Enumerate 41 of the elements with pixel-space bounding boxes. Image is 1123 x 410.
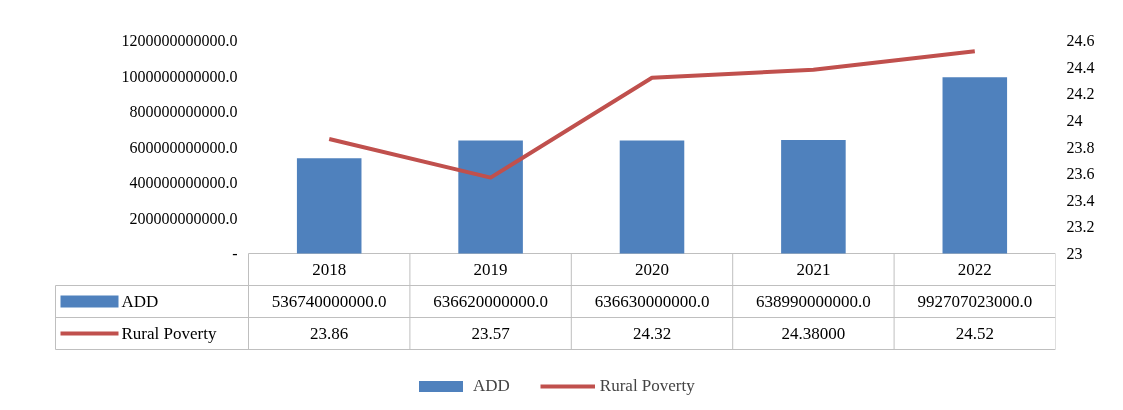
x-tick-label: 2021 <box>796 260 831 279</box>
data-label: 638990000000.0 <box>756 292 871 311</box>
data-label: 23.86 <box>310 324 349 343</box>
data-label: 536740000000.0 <box>271 292 387 311</box>
y2-tick-label: 23.2 <box>1066 218 1095 236</box>
x-tick-label: 2019 <box>473 260 508 279</box>
data-label: 24.32 <box>632 324 672 343</box>
bar <box>296 158 362 254</box>
y-tick-label: 1200000000000.0 <box>121 32 238 49</box>
y2-tick-label: 24.4 <box>1066 58 1095 76</box>
data-label: 992707023000.0 <box>917 292 1033 311</box>
text: ADD <box>121 292 159 311</box>
y-tick-label: 1000000000000.0 <box>121 67 238 85</box>
y2-tick-label: 24 <box>1066 111 1083 129</box>
y-tick-label: 200000000000.0 <box>129 209 238 227</box>
legend-label: ADD <box>473 376 510 396</box>
data-label: 636630000000.0 <box>594 292 710 311</box>
text: Rural Poverty <box>599 376 695 395</box>
data-label: 24.52 <box>955 324 994 343</box>
bar <box>619 140 685 254</box>
y2-tick-label: 24.6 <box>1066 32 1095 49</box>
y2-tick-label: 23.8 <box>1066 138 1095 156</box>
y-tick-label: 400000000000.0 <box>129 174 238 191</box>
data-label: 23.57 <box>471 324 511 343</box>
bar <box>458 140 523 254</box>
line-series <box>327 49 977 180</box>
data-label: 636620000000.0 <box>433 292 548 311</box>
y-tick-label: 600000000000.0 <box>129 138 238 156</box>
data-label: 24.38000 <box>781 324 846 343</box>
x-tick-label: 2022 <box>957 260 992 279</box>
x-tick-label: 2020 <box>635 260 669 279</box>
y-tick-label: - <box>232 245 238 262</box>
bar <box>781 140 846 254</box>
y2-tick-label: 23.4 <box>1066 191 1095 209</box>
y2-tick-label: 24.2 <box>1066 85 1095 103</box>
x-tick-label: 2018 <box>312 260 347 279</box>
bar <box>942 77 1008 254</box>
y-tick-label: 800000000000.0 <box>129 103 238 120</box>
y2-tick-label: 23.6 <box>1066 165 1095 183</box>
y2-tick-label: 23 <box>1066 245 1083 262</box>
legend-label: Rural Poverty <box>121 324 217 343</box>
